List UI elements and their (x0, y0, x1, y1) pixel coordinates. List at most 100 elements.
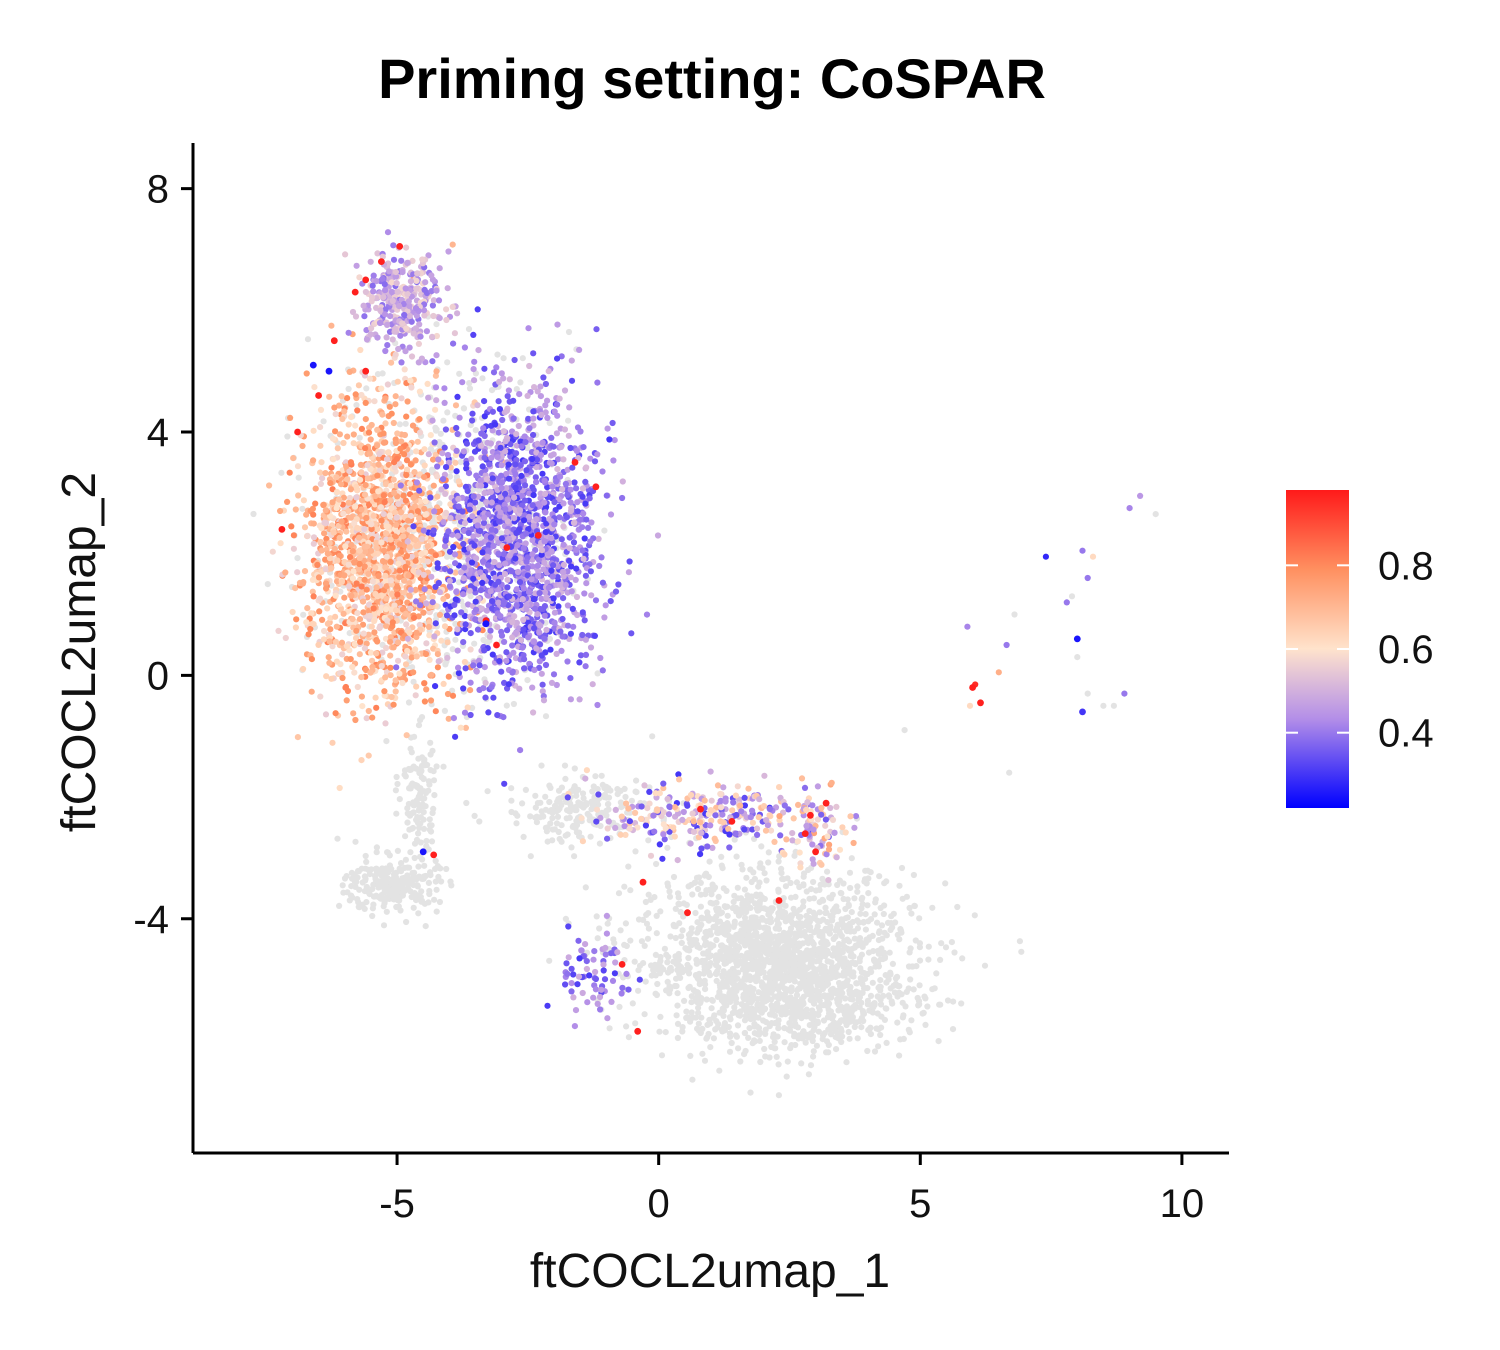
data-point (365, 631, 372, 638)
data-point (632, 848, 639, 855)
data-point (671, 982, 679, 990)
data-point (791, 1033, 798, 1040)
data-point (413, 683, 420, 690)
data-point (558, 838, 565, 845)
data-point (382, 883, 389, 890)
data-point (647, 896, 654, 904)
data-point (713, 936, 720, 944)
data-point (649, 733, 656, 740)
data-point (436, 611, 444, 619)
data-point (327, 480, 334, 487)
data-point (413, 542, 420, 550)
data-point (317, 595, 324, 602)
data-point (551, 826, 559, 833)
data-point (831, 1026, 838, 1033)
data-point (754, 945, 761, 952)
data-point (924, 1003, 931, 1010)
data-point (887, 985, 894, 992)
data-point (278, 469, 285, 476)
data-point (349, 663, 356, 671)
data-point (353, 580, 360, 587)
data-point (443, 509, 450, 516)
data-point (641, 942, 648, 950)
data-point (373, 849, 380, 856)
data-point (848, 946, 855, 953)
data-point (721, 930, 728, 937)
data-point (568, 844, 575, 851)
data-point (663, 951, 670, 958)
data-point (596, 925, 603, 932)
data-point (424, 543, 431, 550)
data-point (871, 1048, 879, 1055)
data-point (855, 995, 863, 1003)
data-point (358, 693, 365, 700)
data-point (734, 935, 742, 942)
data-point (398, 860, 405, 867)
data-point (840, 880, 847, 887)
data-point (379, 370, 386, 377)
data-point (410, 494, 417, 501)
data-point (343, 697, 350, 704)
data-point (910, 986, 917, 993)
data-point (402, 856, 409, 863)
data-point (329, 435, 337, 442)
data-point (707, 899, 714, 906)
data-point (338, 639, 346, 646)
data-point (387, 638, 394, 645)
data-point (406, 629, 413, 636)
data-point (329, 499, 336, 506)
data-point (706, 858, 713, 865)
data-point (402, 876, 409, 884)
data-point (366, 891, 373, 898)
data-point (374, 593, 381, 600)
data-point (380, 439, 388, 446)
data-point (764, 945, 771, 952)
data-point (657, 957, 664, 965)
data-point (325, 654, 332, 661)
data-point (344, 476, 351, 483)
data-point (315, 641, 322, 649)
data-point (728, 1039, 735, 1047)
data-point (702, 986, 709, 993)
data-point (417, 814, 424, 821)
data-point (877, 1001, 885, 1008)
data-point (436, 898, 443, 906)
data-point (942, 880, 949, 887)
data-point (889, 960, 897, 968)
data-point (733, 987, 740, 995)
data-point (427, 739, 434, 746)
data-point (339, 882, 346, 889)
data-point (810, 895, 818, 902)
data-point (860, 918, 867, 926)
data-point (874, 919, 881, 926)
data-point (500, 355, 507, 362)
data-point (770, 956, 778, 963)
data-point (832, 1034, 839, 1041)
data-point (310, 593, 317, 600)
data-point (410, 567, 417, 574)
data-point (425, 394, 432, 401)
data-point (412, 457, 419, 464)
data-point (810, 977, 817, 985)
data-point (800, 1032, 807, 1039)
data-point (336, 431, 343, 438)
data-point (474, 626, 482, 633)
data-point (727, 968, 734, 976)
data-point (312, 485, 319, 492)
data-point (605, 806, 612, 813)
data-point (916, 944, 924, 951)
data-point (823, 981, 830, 988)
data-point (519, 800, 526, 807)
data-point (701, 872, 708, 879)
data-point (896, 936, 903, 943)
data-point (413, 653, 420, 660)
data-point (761, 905, 768, 912)
data-point (551, 802, 559, 810)
data-point (467, 646, 474, 653)
data-point (417, 766, 424, 773)
data-point (368, 421, 375, 429)
data-point (510, 700, 517, 708)
data-point (369, 657, 376, 664)
data-point (332, 710, 339, 717)
data-point (304, 532, 311, 540)
